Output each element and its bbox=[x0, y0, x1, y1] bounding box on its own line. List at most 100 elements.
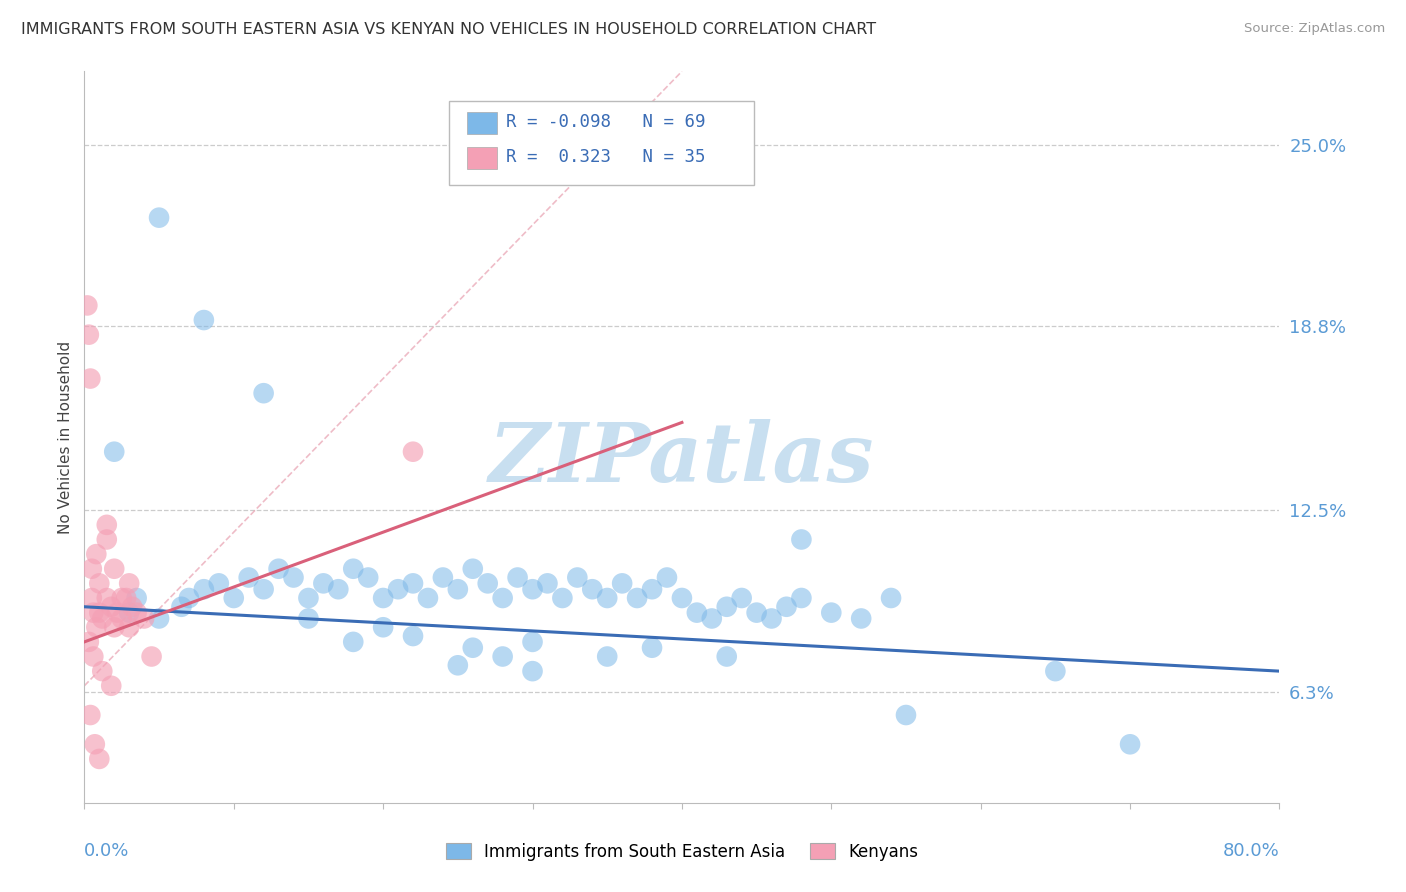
Point bbox=[283, 570, 305, 584]
Point bbox=[700, 611, 723, 625]
Point bbox=[596, 649, 619, 664]
Point bbox=[82, 606, 104, 620]
Point bbox=[132, 611, 156, 625]
Point bbox=[716, 649, 738, 664]
Point bbox=[89, 576, 111, 591]
Text: R = -0.098   N = 69: R = -0.098 N = 69 bbox=[506, 113, 706, 131]
Point bbox=[671, 591, 693, 605]
Point bbox=[222, 591, 245, 605]
Point bbox=[492, 649, 515, 664]
Point bbox=[641, 582, 664, 597]
Point bbox=[312, 576, 335, 591]
Text: Source: ZipAtlas.com: Source: ZipAtlas.com bbox=[1244, 22, 1385, 36]
Point bbox=[89, 606, 111, 620]
Legend: Immigrants from South Eastern Asia, Kenyans: Immigrants from South Eastern Asia, Keny… bbox=[439, 837, 925, 868]
Point bbox=[253, 386, 276, 401]
Point bbox=[761, 611, 783, 625]
Point bbox=[790, 591, 813, 605]
Point bbox=[1045, 664, 1067, 678]
Point bbox=[581, 582, 603, 597]
Point bbox=[790, 533, 813, 547]
Point bbox=[745, 606, 768, 620]
Point bbox=[103, 620, 125, 634]
Point bbox=[80, 591, 103, 605]
Point bbox=[402, 444, 425, 458]
Point bbox=[851, 611, 873, 625]
Point bbox=[82, 649, 104, 664]
Point bbox=[716, 599, 738, 614]
Point bbox=[80, 562, 103, 576]
Point bbox=[536, 576, 558, 591]
Point bbox=[118, 606, 141, 620]
Text: 80.0%: 80.0% bbox=[1223, 842, 1279, 860]
Bar bbox=[467, 146, 496, 169]
Point bbox=[91, 664, 114, 678]
Point bbox=[402, 629, 425, 643]
Point bbox=[567, 570, 589, 584]
Point bbox=[79, 371, 101, 385]
Y-axis label: No Vehicles in Household: No Vehicles in Household bbox=[58, 341, 73, 533]
Point bbox=[297, 611, 319, 625]
Point bbox=[148, 611, 170, 625]
Point bbox=[177, 591, 200, 605]
Point bbox=[447, 658, 470, 673]
Text: IMMIGRANTS FROM SOUTH EASTERN ASIA VS KENYAN NO VEHICLES IN HOUSEHOLD CORRELATIO: IMMIGRANTS FROM SOUTH EASTERN ASIA VS KE… bbox=[21, 22, 876, 37]
Point bbox=[522, 582, 544, 597]
Point bbox=[148, 211, 170, 225]
Point bbox=[100, 679, 122, 693]
Point bbox=[121, 599, 143, 614]
FancyBboxPatch shape bbox=[449, 101, 754, 185]
Point bbox=[238, 570, 260, 584]
Point bbox=[461, 640, 484, 655]
Point bbox=[115, 591, 138, 605]
Point bbox=[641, 640, 664, 655]
Point bbox=[820, 606, 842, 620]
Point bbox=[118, 620, 141, 634]
Point bbox=[373, 620, 395, 634]
Point bbox=[103, 444, 125, 458]
Point bbox=[522, 664, 544, 678]
Point bbox=[1119, 737, 1142, 751]
Point bbox=[193, 313, 215, 327]
Point bbox=[86, 620, 108, 634]
Point bbox=[461, 562, 484, 576]
Point bbox=[416, 591, 439, 605]
Point bbox=[447, 582, 470, 597]
Point bbox=[170, 599, 193, 614]
Text: 0.0%: 0.0% bbox=[84, 842, 129, 860]
Point bbox=[328, 582, 350, 597]
Point bbox=[387, 582, 409, 597]
Point bbox=[880, 591, 903, 605]
Point bbox=[267, 562, 290, 576]
Point bbox=[506, 570, 529, 584]
Point bbox=[77, 327, 100, 342]
Point bbox=[96, 591, 118, 605]
Point bbox=[522, 635, 544, 649]
Point bbox=[432, 570, 454, 584]
Point bbox=[118, 576, 141, 591]
Point bbox=[655, 570, 678, 584]
Point bbox=[612, 576, 634, 591]
Point bbox=[894, 708, 917, 723]
Point bbox=[96, 517, 118, 532]
Point bbox=[100, 599, 122, 614]
Point bbox=[111, 611, 134, 625]
Point bbox=[596, 591, 619, 605]
Bar bbox=[467, 112, 496, 134]
Point bbox=[77, 635, 100, 649]
Point bbox=[96, 533, 118, 547]
Text: ZIPatlas: ZIPatlas bbox=[489, 419, 875, 499]
Text: R =  0.323   N = 35: R = 0.323 N = 35 bbox=[506, 148, 706, 166]
Point bbox=[342, 635, 364, 649]
Point bbox=[492, 591, 515, 605]
Point bbox=[141, 649, 163, 664]
Point bbox=[103, 562, 125, 576]
Point bbox=[373, 591, 395, 605]
Point bbox=[208, 576, 231, 591]
Point bbox=[686, 606, 709, 620]
Point bbox=[551, 591, 574, 605]
Point bbox=[83, 737, 105, 751]
Point bbox=[125, 591, 148, 605]
Point bbox=[76, 298, 98, 312]
Point bbox=[125, 606, 148, 620]
